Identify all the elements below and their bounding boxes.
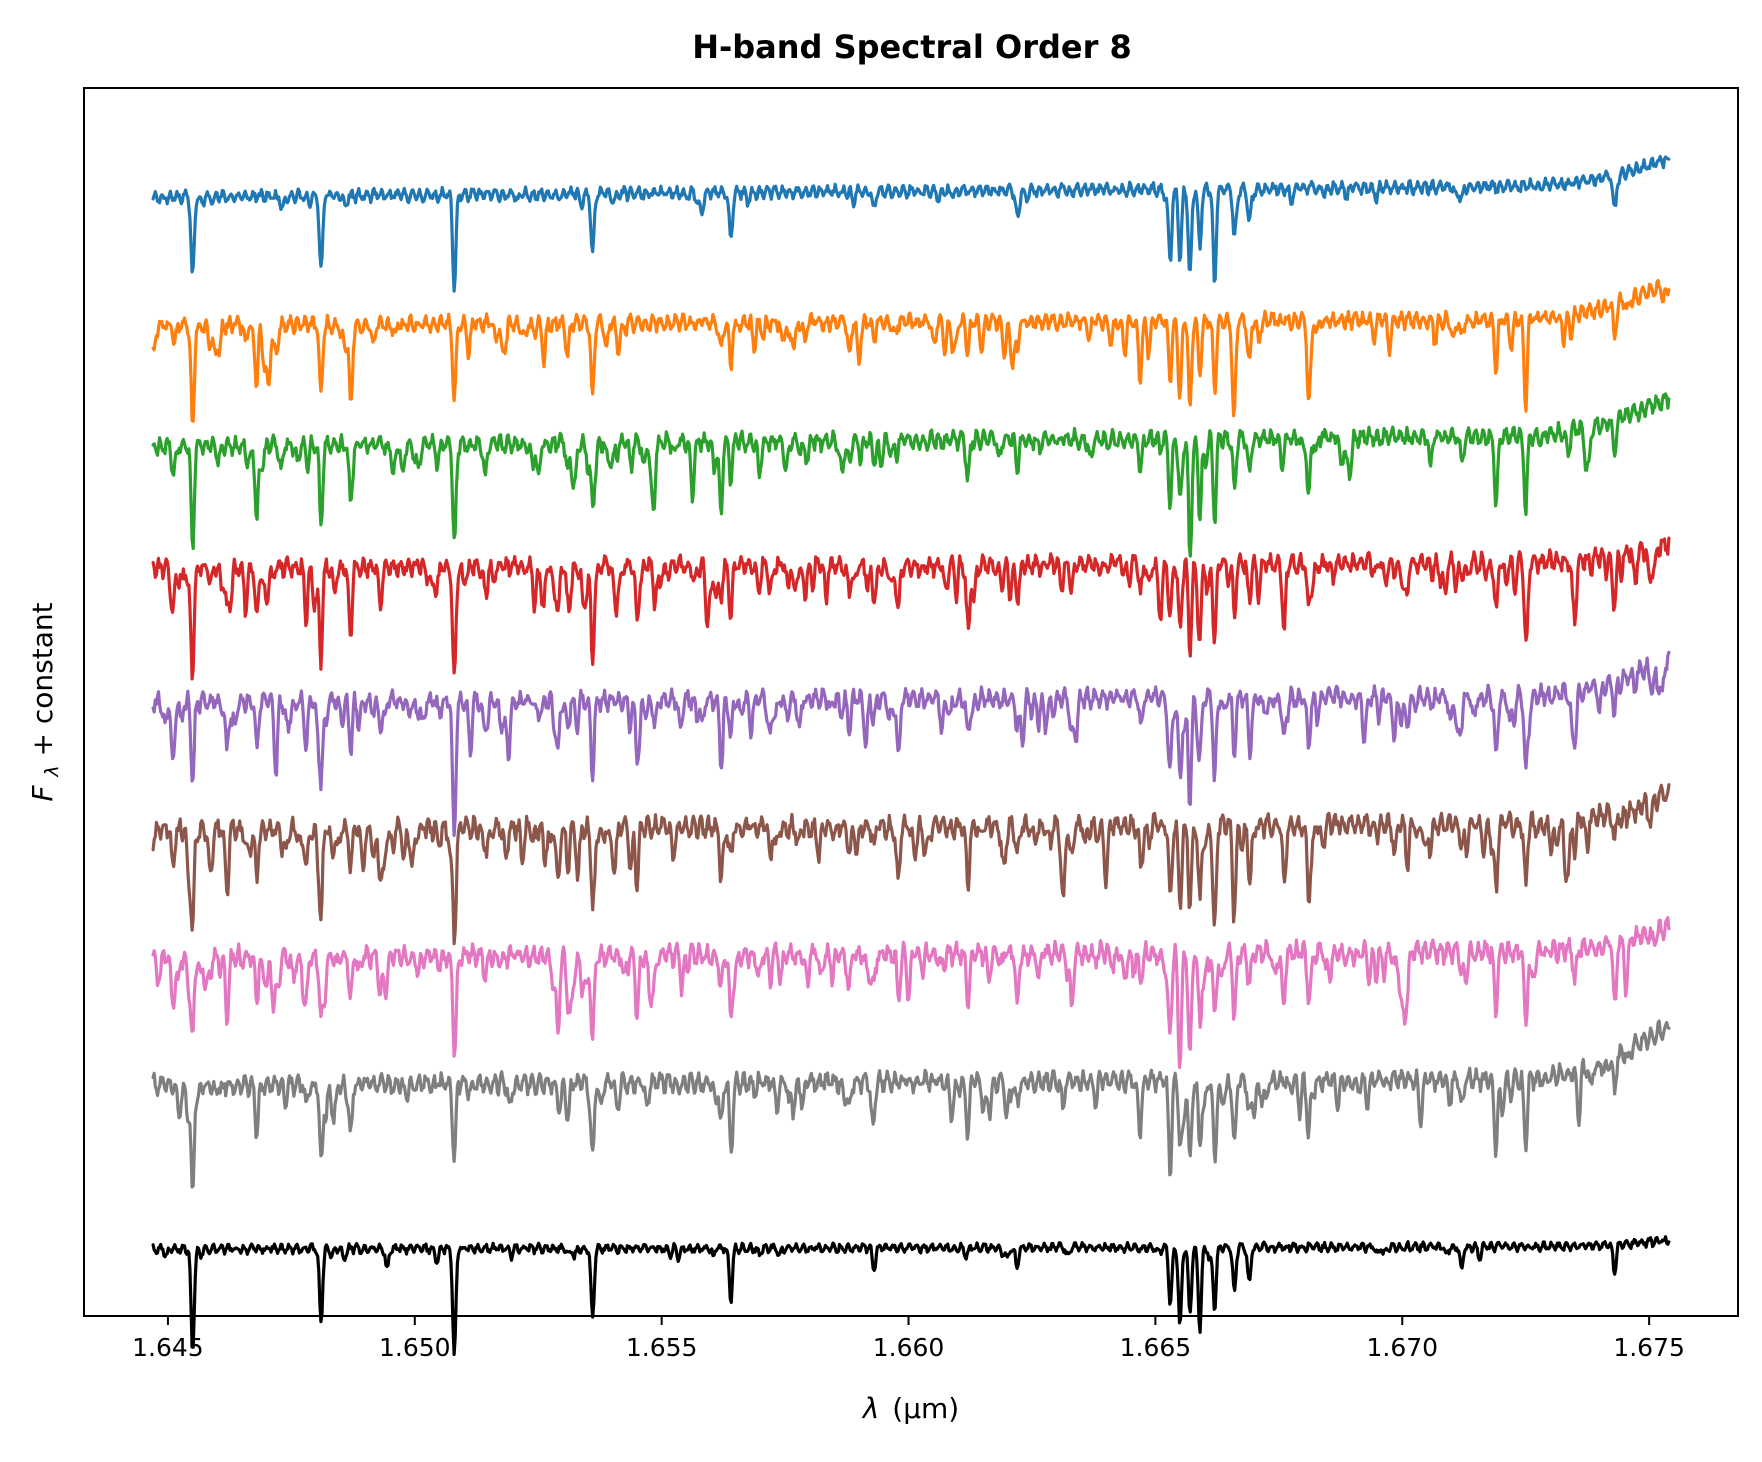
- x-tick-label: 1.660: [873, 1333, 945, 1362]
- series-line-8: [151, 1019, 1671, 1189]
- series-line-7: [151, 916, 1671, 1069]
- y-axis-label-sub: λ: [41, 765, 63, 777]
- series-line-1: [151, 154, 1671, 293]
- x-tick-label: 1.665: [1120, 1333, 1192, 1362]
- series-line-4: [151, 536, 1671, 681]
- x-tick-label: 1.645: [132, 1333, 204, 1362]
- x-axis-label-unit: (μm): [892, 1392, 959, 1425]
- series-line-6: [151, 783, 1671, 946]
- y-axis-label-rest: + constant: [26, 602, 59, 756]
- series-layer: [151, 154, 1671, 1356]
- chart-title: H-band Spectral Order 8: [692, 28, 1132, 66]
- x-axis-label: λ (μm): [861, 1392, 959, 1425]
- y-axis-label-main: F: [26, 785, 59, 802]
- axes-frame: [83, 87, 1739, 1317]
- x-axis-label-symbol: λ: [861, 1392, 880, 1425]
- plot-area: [83, 87, 1739, 1356]
- series-line-2: [151, 279, 1671, 423]
- y-axis-label: F λ + constant: [26, 602, 65, 801]
- x-axis-ticks: 1.645 1.650 1.655 1.660 1.665 1.670 1.675: [132, 1316, 1685, 1362]
- series-line-3: [151, 392, 1671, 558]
- x-tick-label: 1.670: [1366, 1333, 1438, 1362]
- series-line-9: [151, 1235, 1671, 1356]
- x-tick-label: 1.655: [626, 1333, 698, 1362]
- x-tick-label: 1.650: [379, 1333, 451, 1362]
- x-tick-label: 1.675: [1613, 1333, 1685, 1362]
- series-line-5: [151, 650, 1671, 837]
